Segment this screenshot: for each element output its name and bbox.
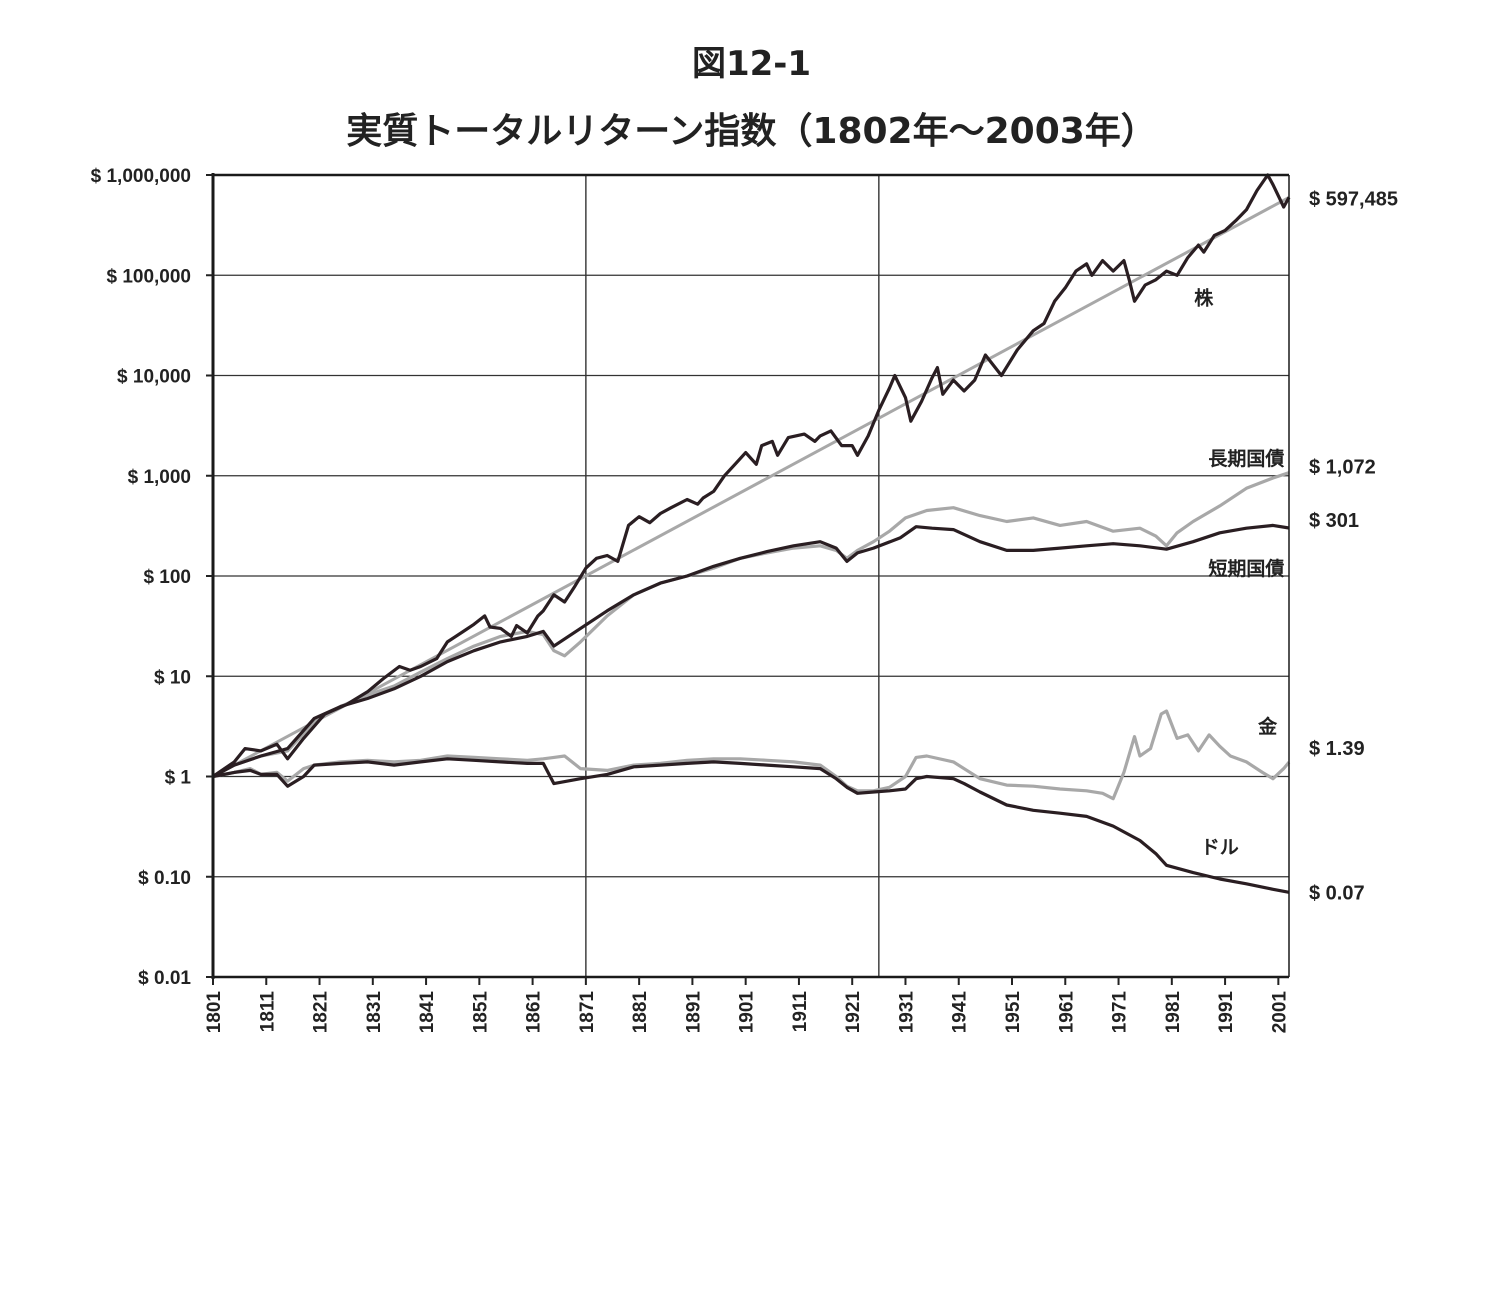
x-tick-label: 1861 [524,991,545,1034]
x-tick-label: 1821 [311,991,332,1034]
y-tick-label: $ 1,000,000 [91,166,191,187]
series-end-label: $ 1.39 [1309,738,1365,760]
x-axis-ticks: 1801 1811 1821 1831 1841 1851 1861 1871 1881 1891… [204,977,1290,1033]
x-tick-label: 1801 [204,991,225,1034]
y-tick-label: $ 100,000 [106,266,191,287]
x-tick-label: 1841 [417,991,438,1034]
y-tick-label: $ 0.01 [138,968,191,989]
series-labels: $ 597,485 $ 1,072 $ 301 $ 1.39 $ 0.07 株長期国債短期… [1194,188,1398,904]
y-tick-label: $ 0.10 [138,868,191,889]
series-name-label: 株 [1194,286,1214,309]
x-tick-label: 1971 [1110,991,1131,1034]
x-tick-label: 1941 [950,991,971,1034]
series-name-label: 長期国債 [1208,447,1284,470]
series-line-2 [212,523,1290,778]
series-name-label: ドル [1201,837,1239,859]
series-end-label: $ 597,485 [1309,188,1398,210]
x-tick-label: 1991 [1216,991,1237,1034]
x-tick-label: 1811 [257,991,278,1033]
y-tick-label: $ 10 [154,667,191,688]
x-tick-label: 1901 [737,991,758,1034]
chart-title: 実質トータルリターン指数（1802年～2003年） [346,111,1157,152]
x-tick-label: 1911 [790,991,811,1033]
y-axis-ticks: $ 0.01 $ 0.10 $ 1 $ 10 $ 100 $ 1,000 $ 10,000 $… [91,166,213,989]
series-name-label: 短期国債 [1208,557,1284,580]
x-tick-label: 1881 [630,991,651,1034]
y-tick-label: $ 1,000 [128,467,191,488]
stock-trend-line [212,196,1290,778]
series-end-label: $ 0.07 [1309,882,1365,904]
x-tick-label: 1931 [896,991,917,1034]
x-tick-label: 1921 [843,991,864,1034]
series-line-4 [212,757,1290,894]
figure-number: 図12-1 [691,44,812,84]
series-end-label: $ 1,072 [1309,457,1376,479]
y-tick-label: $ 10,000 [117,367,191,388]
axes [211,173,1290,979]
series-line-3 [212,709,1291,801]
x-tick-label: 1831 [364,991,385,1034]
series-line-1 [212,471,1290,778]
series-line-0 [212,173,1291,778]
grid [213,174,1289,978]
series-lines [212,173,1291,894]
x-tick-label: 1871 [577,991,598,1034]
x-tick-label: 1961 [1056,991,1077,1034]
y-tick-label: $ 100 [143,567,191,588]
x-tick-label: 2001 [1269,991,1290,1034]
series-end-label: $ 301 [1309,510,1359,532]
y-tick-label: $ 1 [165,768,192,789]
series-name-label: 金 [1257,715,1278,738]
x-tick-label: 1981 [1163,991,1184,1034]
x-tick-label: 1891 [683,991,704,1034]
x-tick-label: 1951 [1003,991,1024,1034]
x-tick-label: 1851 [470,991,491,1034]
